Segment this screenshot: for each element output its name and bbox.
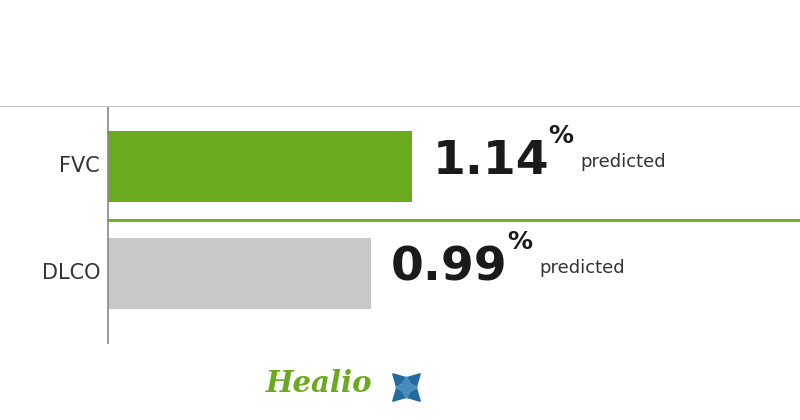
Text: 1.14: 1.14 <box>433 139 549 184</box>
Text: predicted: predicted <box>539 260 625 278</box>
Text: Healio: Healio <box>266 369 372 398</box>
Text: predicted: predicted <box>581 153 666 171</box>
Bar <box>108 131 413 202</box>
Bar <box>108 238 371 309</box>
Text: DLCO: DLCO <box>42 263 100 283</box>
Text: FVC: FVC <box>59 156 100 176</box>
Text: percentile rises of 10%:: percentile rises of 10%: <box>265 74 535 93</box>
Text: 0.99: 0.99 <box>391 246 507 291</box>
Text: %: % <box>507 230 532 255</box>
Text: Change in lung function measures with Healthy Places Index: Change in lung function measures with He… <box>54 25 746 44</box>
Text: %: % <box>549 123 574 147</box>
